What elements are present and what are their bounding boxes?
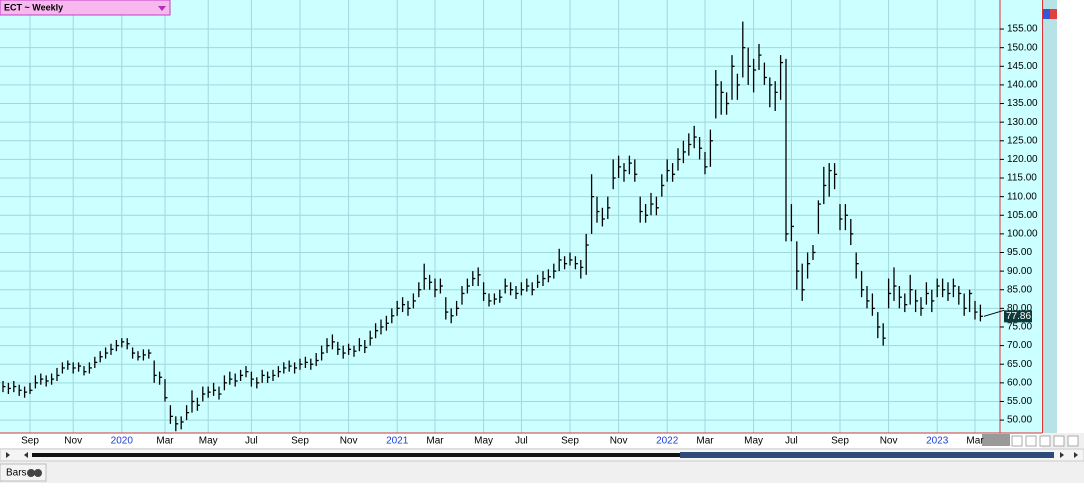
tab[interactable] bbox=[0, 463, 47, 482]
side-border bbox=[1042, 0, 1043, 433]
x-tick-label: 2020 bbox=[111, 436, 134, 447]
y-tick-label: 120.00 bbox=[1007, 154, 1038, 165]
x-tick-label: Jul bbox=[245, 436, 258, 447]
x-tick-label: May bbox=[199, 436, 218, 447]
y-tick-label: 95.00 bbox=[1007, 247, 1032, 258]
x-tick-label: May bbox=[474, 436, 493, 447]
footer-tab: Bars bbox=[6, 468, 27, 479]
last-price-label: 77.86 bbox=[1006, 311, 1031, 322]
x-tick-label: Jul bbox=[515, 436, 528, 447]
chart-title: ECT ~ Weekly bbox=[4, 2, 63, 12]
title-box[interactable] bbox=[0, 0, 171, 16]
tool-button[interactable] bbox=[1039, 435, 1051, 447]
y-tick-label: 110.00 bbox=[1007, 191, 1037, 202]
y-tick-label: 105.00 bbox=[1007, 210, 1038, 221]
y-tick-label: 65.00 bbox=[1007, 359, 1032, 370]
x-tick-label: Sep bbox=[561, 436, 579, 447]
scroll-marker bbox=[982, 434, 1010, 446]
x-tick-label: Mar bbox=[156, 436, 174, 447]
x-tick-label: Mar bbox=[696, 436, 714, 447]
tab-icon bbox=[27, 469, 35, 477]
x-tick-label: Mar bbox=[426, 436, 444, 447]
y-tick-label: 75.00 bbox=[1007, 322, 1032, 333]
last-price-box bbox=[1004, 310, 1032, 323]
x-tick-label: 2023 bbox=[926, 436, 949, 447]
tool-button[interactable] bbox=[1025, 435, 1037, 447]
y-tick-label: 80.00 bbox=[1007, 303, 1032, 314]
y-tick-label: 70.00 bbox=[1007, 340, 1032, 351]
x-tick-label: Sep bbox=[831, 436, 849, 447]
y-tick-label: 100.00 bbox=[1007, 229, 1038, 240]
y-tick-label: 50.00 bbox=[1007, 415, 1032, 426]
side-blank bbox=[1057, 0, 1084, 433]
y-tick-label: 55.00 bbox=[1007, 396, 1032, 407]
dropdown-arrow[interactable] bbox=[158, 6, 166, 11]
y-tick-label: 140.00 bbox=[1007, 80, 1038, 91]
y-tick-label: 135.00 bbox=[1007, 98, 1038, 109]
x-tick-label: Sep bbox=[291, 436, 309, 447]
y-tick-label: 145.00 bbox=[1007, 61, 1038, 72]
x-tick-label: Nov bbox=[880, 436, 898, 447]
tool-button[interactable] bbox=[1011, 435, 1023, 447]
y-tick-label: 60.00 bbox=[1007, 377, 1032, 388]
sell-button[interactable] bbox=[1050, 9, 1057, 19]
y-tick-label: 125.00 bbox=[1007, 135, 1038, 146]
scroll-thumb[interactable] bbox=[680, 452, 1054, 458]
bars bbox=[2, 21, 983, 432]
last-price-pointer bbox=[983, 309, 1005, 317]
x-tick-label: Nov bbox=[610, 436, 628, 447]
scroll-track bbox=[32, 453, 1054, 457]
y-tick-label: 90.00 bbox=[1007, 266, 1032, 277]
x-tick-label: 2021 bbox=[386, 436, 409, 447]
x-axis-strip bbox=[0, 433, 1042, 448]
x-tick-label: Mar bbox=[966, 436, 984, 447]
y-tick-label: 155.00 bbox=[1007, 24, 1038, 35]
tool-button[interactable] bbox=[1053, 435, 1065, 447]
side-panel bbox=[1042, 0, 1057, 433]
y-tick-label: 115.00 bbox=[1007, 173, 1037, 184]
y-tick-label: 150.00 bbox=[1007, 42, 1038, 53]
scroll-arrows[interactable] bbox=[1060, 452, 1078, 458]
y-tick-label: 130.00 bbox=[1007, 117, 1038, 128]
x-tick-label: 2022 bbox=[656, 436, 679, 447]
x-tick-label: Nov bbox=[64, 436, 82, 447]
x-tick-label: May bbox=[744, 436, 763, 447]
x-tick-label: Sep bbox=[21, 436, 39, 447]
buy-button[interactable] bbox=[1043, 9, 1050, 19]
toolbar bbox=[1011, 435, 1079, 447]
tab-icon bbox=[34, 469, 42, 477]
y-tick-label: 85.00 bbox=[1007, 284, 1032, 295]
x-tick-label: Jul bbox=[785, 436, 798, 447]
x-tick-label: Nov bbox=[340, 436, 358, 447]
tool-button[interactable] bbox=[1067, 435, 1079, 447]
